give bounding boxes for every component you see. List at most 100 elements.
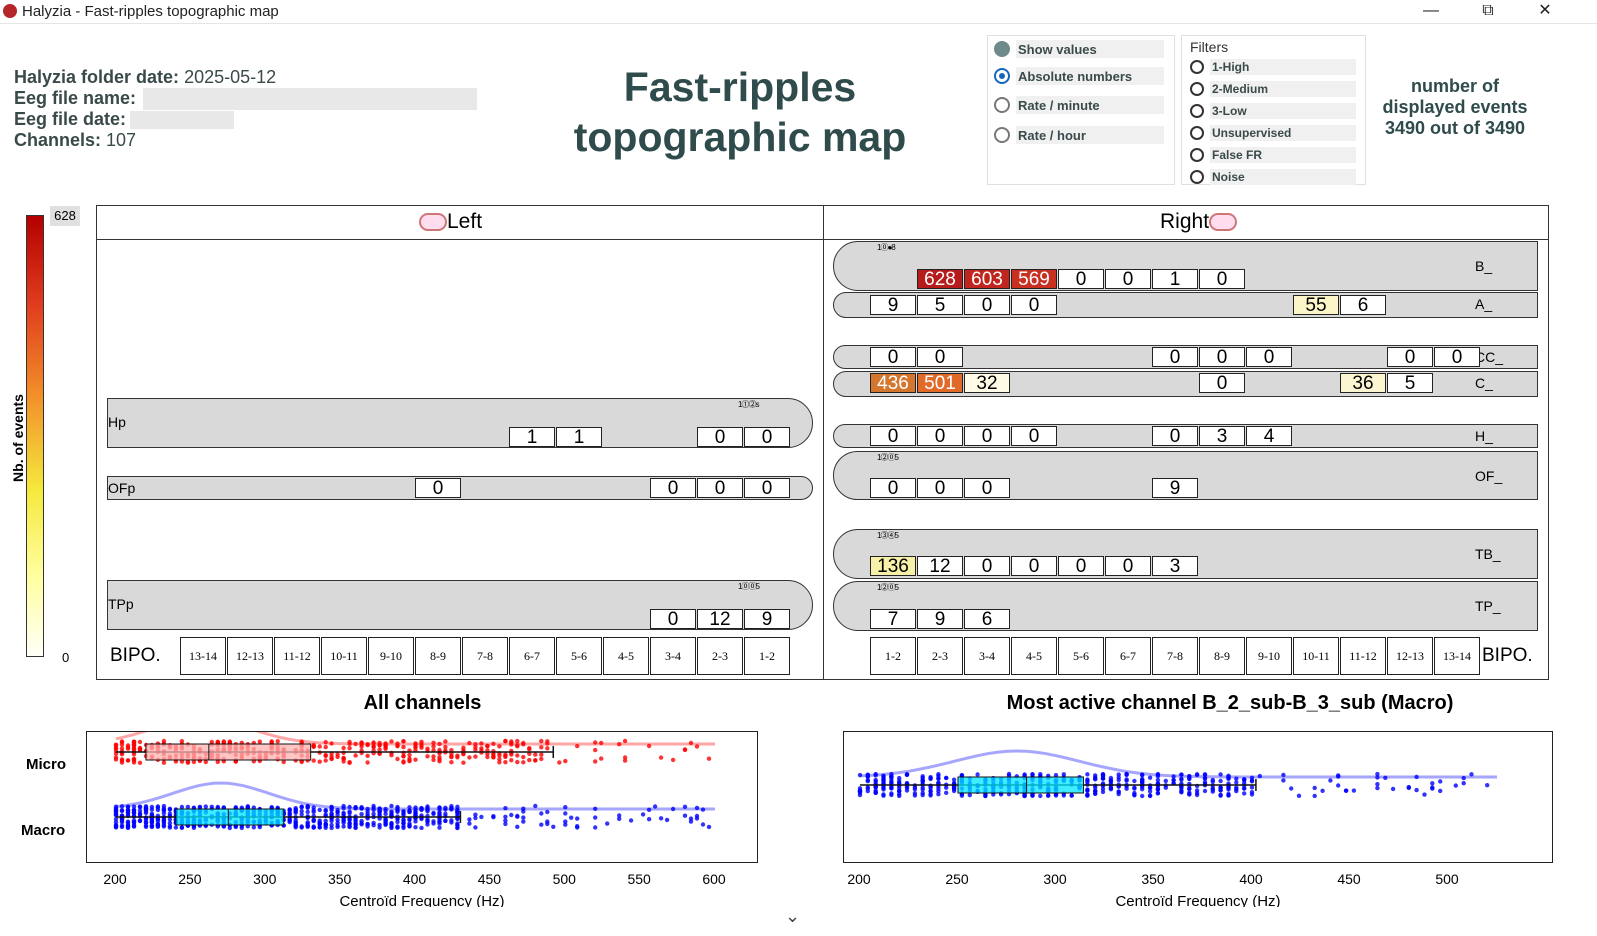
option-rate-minute[interactable]: Rate / minute bbox=[994, 95, 1164, 115]
maximize-button[interactable]: ⧉ bbox=[1482, 2, 1494, 19]
value-cell[interactable]: 9 bbox=[917, 609, 963, 629]
value-cell[interactable]: 5 bbox=[917, 295, 963, 315]
value-cell[interactable]: 0 bbox=[964, 295, 1010, 315]
value-cell[interactable]: 0 bbox=[1152, 347, 1198, 367]
value-cell[interactable]: 0 bbox=[1434, 347, 1480, 367]
value-cell[interactable]: 9 bbox=[870, 295, 916, 315]
data-point bbox=[944, 775, 949, 781]
value-cell[interactable]: 0 bbox=[1058, 269, 1104, 289]
value-cell[interactable]: 1 bbox=[556, 427, 602, 447]
value-cell[interactable]: 0 bbox=[1152, 426, 1198, 446]
radio-button[interactable] bbox=[994, 127, 1010, 143]
value-cell[interactable]: 9 bbox=[744, 609, 790, 629]
data-point bbox=[353, 825, 358, 831]
value-cell[interactable]: 7 bbox=[870, 609, 916, 629]
value-cell[interactable]: 1 bbox=[1152, 269, 1198, 289]
filter-radio[interactable] bbox=[1190, 170, 1204, 184]
value-cell[interactable]: 0 bbox=[1246, 347, 1292, 367]
value-cell[interactable]: 0 bbox=[1199, 373, 1245, 393]
data-point bbox=[323, 818, 328, 823]
value-cell[interactable]: 3 bbox=[1152, 556, 1198, 576]
value-cell[interactable]: 0 bbox=[1011, 295, 1057, 315]
filter-2-medium[interactable]: 2-Medium bbox=[1190, 80, 1356, 98]
value-cell[interactable]: 3 bbox=[1199, 426, 1245, 446]
value-cell[interactable]: 9 bbox=[1152, 478, 1198, 498]
value-cell[interactable]: 1 bbox=[509, 427, 555, 447]
value-cell[interactable]: 0 bbox=[1011, 556, 1057, 576]
scroll-down-icon[interactable]: ⌄ bbox=[785, 906, 801, 926]
filter-radio[interactable] bbox=[1190, 82, 1204, 96]
filter-radio[interactable] bbox=[1190, 126, 1204, 140]
data-point bbox=[1242, 786, 1247, 791]
value-cell[interactable]: 0 bbox=[964, 478, 1010, 498]
value-cell[interactable]: 0 bbox=[744, 478, 790, 498]
value-cell[interactable]: 0 bbox=[1387, 347, 1433, 367]
value-cell[interactable]: 501 bbox=[917, 373, 963, 393]
radio-button[interactable] bbox=[994, 68, 1010, 84]
radio-button[interactable] bbox=[994, 97, 1010, 113]
value-cell[interactable]: 0 bbox=[1011, 426, 1057, 446]
value-cell[interactable]: 36 bbox=[1340, 373, 1386, 393]
value-cell[interactable]: 0 bbox=[1105, 269, 1151, 289]
value-cell[interactable]: 136 bbox=[870, 556, 916, 576]
filter-radio[interactable] bbox=[1190, 148, 1204, 162]
data-point bbox=[167, 823, 173, 829]
value-cell[interactable]: 0 bbox=[917, 478, 963, 498]
data-point bbox=[437, 819, 442, 824]
value-cell[interactable]: 0 bbox=[697, 427, 743, 447]
data-point bbox=[413, 744, 418, 750]
value-cell[interactable]: 0 bbox=[415, 478, 461, 498]
value-cell[interactable]: 0 bbox=[964, 556, 1010, 576]
filter-1-high[interactable]: 1-High bbox=[1190, 58, 1356, 76]
value-cell[interactable]: 32 bbox=[964, 373, 1010, 393]
value-cell[interactable]: 569 bbox=[1011, 269, 1057, 289]
value-cell[interactable]: 5 bbox=[1387, 373, 1433, 393]
value-cell[interactable]: 0 bbox=[744, 427, 790, 447]
value-cell[interactable]: 0 bbox=[917, 426, 963, 446]
data-point bbox=[1179, 772, 1184, 777]
filter-radio[interactable] bbox=[1190, 104, 1204, 118]
data-point bbox=[599, 756, 604, 761]
value-cell[interactable]: 436 bbox=[870, 373, 916, 393]
value-cell[interactable]: 0 bbox=[650, 609, 696, 629]
filter-label: Unsupervised bbox=[1212, 126, 1292, 140]
data-point bbox=[449, 818, 454, 823]
value-cell[interactable]: 0 bbox=[1058, 556, 1104, 576]
value-cell[interactable]: 0 bbox=[964, 426, 1010, 446]
value-cell[interactable]: 0 bbox=[697, 478, 743, 498]
value-cell[interactable]: 0 bbox=[870, 347, 916, 367]
filter-false-fr[interactable]: False FR bbox=[1190, 146, 1356, 164]
page-title: Fast-ripples topographic map bbox=[573, 64, 907, 160]
option-rate-hour[interactable]: Rate / hour bbox=[994, 125, 1164, 145]
value-cell[interactable]: 12 bbox=[917, 556, 963, 576]
data-point bbox=[1038, 793, 1043, 799]
minimize-button[interactable]: — bbox=[1423, 2, 1439, 19]
value-cell[interactable]: 6 bbox=[1340, 295, 1386, 315]
value-cell[interactable]: 12 bbox=[697, 609, 743, 629]
value-cell[interactable]: 603 bbox=[964, 269, 1010, 289]
radio-button[interactable] bbox=[994, 41, 1010, 57]
option-show-values[interactable]: Show values bbox=[994, 39, 1164, 59]
close-button[interactable]: ✕ bbox=[1538, 2, 1552, 19]
filter-3-low[interactable]: 3-Low bbox=[1190, 102, 1356, 120]
filter-noise[interactable]: Noise bbox=[1190, 168, 1356, 186]
value-cell[interactable]: 0 bbox=[870, 478, 916, 498]
value-cell[interactable]: 0 bbox=[650, 478, 696, 498]
data-point bbox=[347, 824, 352, 829]
option-absolute-numbers[interactable]: Absolute numbers bbox=[994, 66, 1164, 86]
option-label: Rate / minute bbox=[1018, 97, 1100, 113]
value-cell[interactable]: 4 bbox=[1246, 426, 1292, 446]
data-point bbox=[341, 818, 346, 823]
filter-radio[interactable] bbox=[1190, 60, 1204, 74]
data-point bbox=[1438, 779, 1443, 784]
value-cell[interactable]: 0 bbox=[917, 347, 963, 367]
value-cell[interactable]: 0 bbox=[870, 426, 916, 446]
value-cell[interactable]: 0 bbox=[1199, 347, 1245, 367]
value-cell[interactable]: 628 bbox=[917, 269, 963, 289]
value-cell[interactable]: 6 bbox=[964, 609, 1010, 629]
value-cell[interactable]: 0 bbox=[1105, 556, 1151, 576]
data-point bbox=[1171, 774, 1176, 779]
value-cell[interactable]: 0 bbox=[1199, 269, 1245, 289]
value-cell[interactable]: 55 bbox=[1293, 295, 1339, 315]
filter-unsupervised[interactable]: Unsupervised bbox=[1190, 124, 1356, 142]
